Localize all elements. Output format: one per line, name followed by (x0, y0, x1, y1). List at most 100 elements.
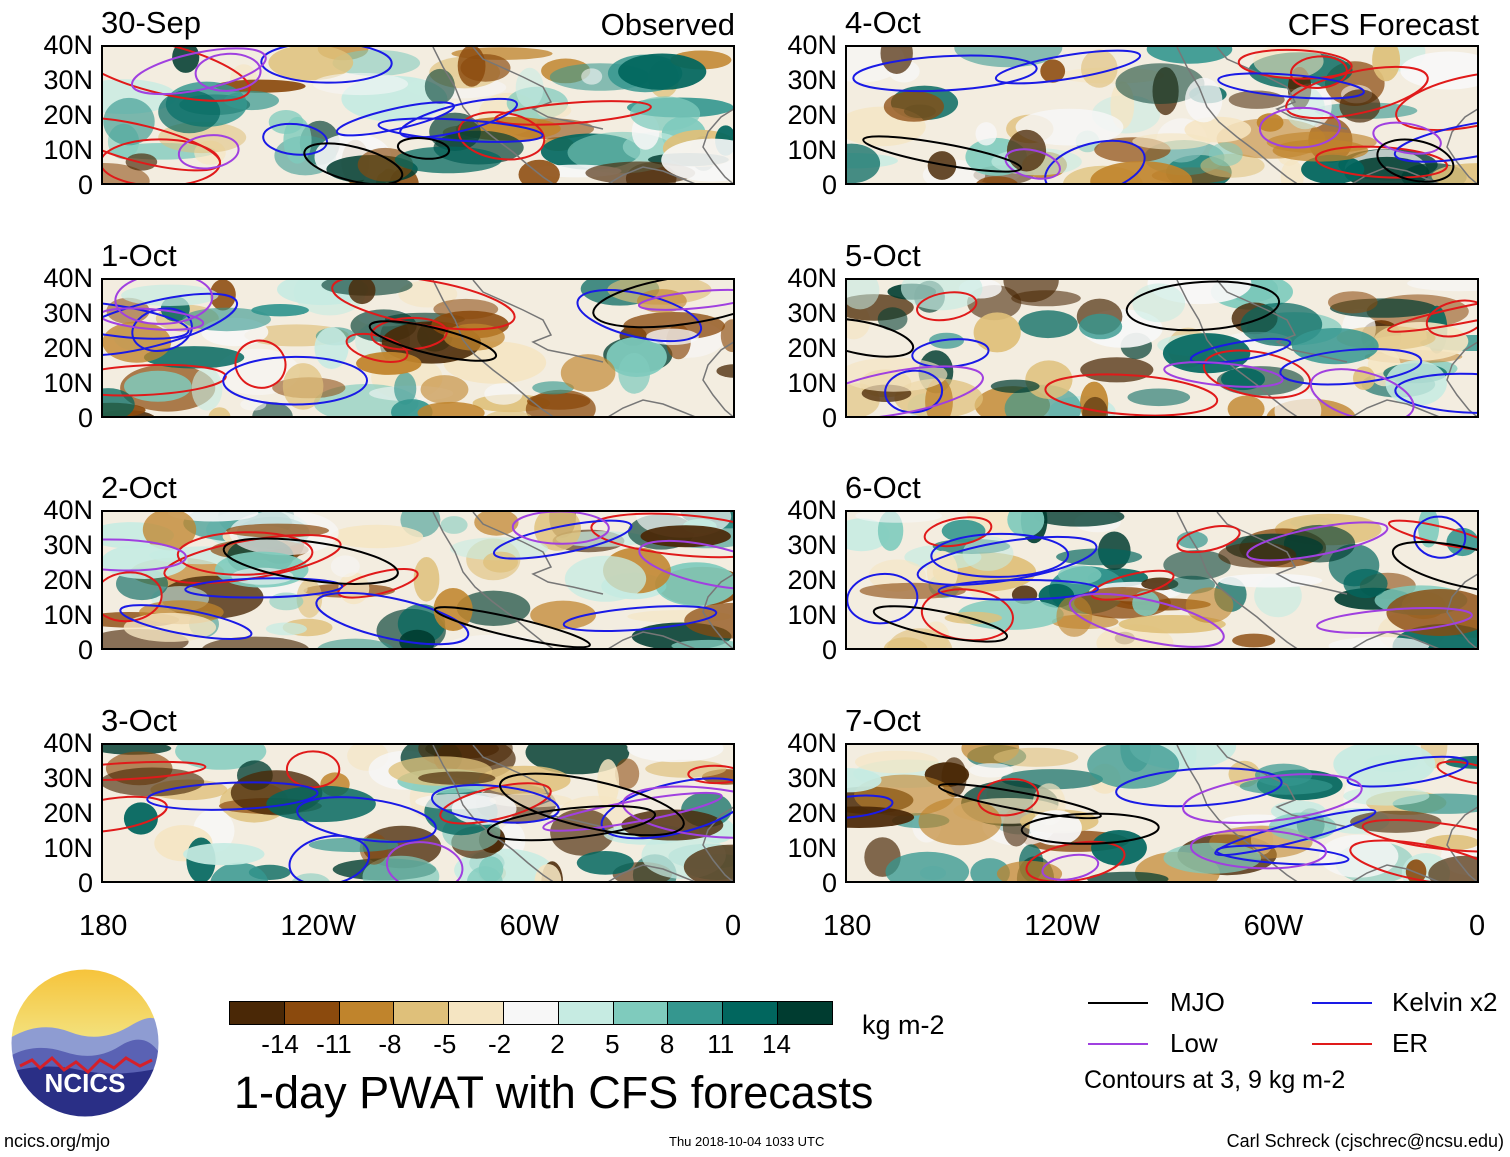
legend-label: Low (1170, 1028, 1218, 1058)
colorbar-tick-label: 5 (605, 1029, 620, 1059)
mjo-contour (303, 142, 404, 183)
lon-tick-label: 60W (499, 910, 560, 942)
coastline (702, 341, 733, 416)
coastline (1216, 745, 1348, 828)
lat-tick-label: 30N (787, 530, 837, 560)
lon-tick-label: 60W (1243, 910, 1304, 942)
kelvin-contour (1279, 347, 1423, 386)
colorbar-swatch (612, 1001, 669, 1025)
legend-label: Kelvin x2 (1392, 987, 1498, 1017)
kelvin-contour (884, 369, 944, 414)
low-contour (1372, 121, 1442, 155)
coastline (608, 631, 696, 648)
lat-tick-label: 40N (787, 728, 837, 758)
kelvin-contour (492, 519, 633, 560)
er-contour (176, 531, 314, 576)
coastline (1352, 166, 1440, 183)
kelvin-contour (103, 292, 239, 357)
coastline (1216, 280, 1348, 363)
ncics-logo: NCICS (10, 968, 160, 1118)
er-contour (1361, 818, 1477, 853)
panel-date-label: 5-Oct (845, 238, 921, 273)
coastline (608, 166, 696, 183)
er-contour (1237, 48, 1353, 80)
lat-tick-label: 20N (43, 798, 93, 828)
coastline (608, 399, 696, 416)
coastline (702, 806, 733, 881)
coastline (1446, 806, 1477, 881)
kelvin-contour (930, 532, 1070, 578)
kelvin-contour (937, 578, 1099, 601)
colorbar-tick-label: 2 (550, 1029, 565, 1059)
er-contour (1285, 65, 1429, 120)
lat-tick-label: 10N (43, 833, 93, 863)
coastline (432, 280, 554, 416)
lat-tick-label: 10N (787, 600, 837, 630)
footer-url[interactable]: ncics.org/mjo (4, 1131, 111, 1151)
footer-credit: Carl Schreck (cjschrec@ncsu.edu) (1226, 1131, 1504, 1151)
legend-label: ER (1392, 1028, 1429, 1058)
kelvin-contour (1214, 808, 1377, 857)
lon-tick-label: 0 (725, 910, 742, 942)
er-contour (1436, 760, 1477, 786)
mjo-contour (937, 783, 1102, 820)
legend-note: Contours at 3, 9 kg m-2 (1084, 1066, 1346, 1094)
colorbar-tick-label: -8 (378, 1029, 402, 1059)
kelvin-contour (260, 47, 393, 84)
colorbar-swatch (393, 1001, 450, 1025)
panel-source-label: Observed (600, 7, 735, 42)
coastline (1446, 341, 1477, 416)
lat-tick-label: 20N (43, 565, 93, 595)
lat-tick-label: 30N (43, 65, 93, 95)
lat-tick-label: 20N (787, 333, 837, 363)
lat-tick-label: 30N (787, 298, 837, 328)
lon-tick-label: 120W (1024, 910, 1101, 942)
kelvin-contour (1115, 767, 1283, 808)
lat-tick-label: 40N (43, 263, 93, 293)
low-contour (638, 539, 733, 591)
panel-date-label: 3-Oct (101, 703, 177, 738)
lat-tick-label: 10N (787, 833, 837, 863)
low-contour (1258, 106, 1341, 149)
lat-tick-label: 0 (821, 868, 837, 898)
er-contour (1176, 525, 1241, 554)
lat-tick-label: 20N (787, 565, 837, 595)
colorbar-swatch (667, 1001, 724, 1025)
figure-title: 1-day PWAT with CFS forecasts (234, 1067, 874, 1118)
panel-source-label: CFS Forecast (1287, 7, 1479, 42)
er-contour (687, 764, 733, 785)
low-contour (1004, 148, 1061, 180)
er-contour (103, 138, 222, 183)
colorbar-tick-label: -14 (261, 1029, 299, 1059)
er-contour (103, 363, 227, 397)
lat-tick-label: 30N (43, 763, 93, 793)
kelvin-contour (315, 591, 470, 646)
pwat-map-panel (845, 278, 1479, 418)
low-contour (114, 280, 214, 325)
lon-tick-label: 120W (280, 910, 357, 942)
lat-tick-label: 30N (787, 763, 837, 793)
kelvin-contour (399, 97, 519, 139)
panel-date-label: 1-Oct (101, 238, 177, 273)
pwat-map-panel (845, 510, 1479, 650)
coastline (1352, 399, 1440, 416)
colorbar-swatch (722, 1001, 778, 1025)
low-contour (103, 538, 187, 572)
low-contour (1189, 829, 1328, 870)
er-contour (590, 512, 733, 559)
kelvin-contour (377, 117, 544, 143)
lon-tick-label: 180 (79, 910, 128, 942)
legend-line-swatch (1088, 1002, 1148, 1004)
mjo-contour (592, 280, 733, 329)
logo-text: NCICS (45, 1068, 126, 1098)
low-contour (1068, 592, 1225, 648)
lat-tick-label: 40N (787, 30, 837, 60)
pwat-map-panel (101, 45, 735, 185)
er-contour (1387, 292, 1477, 333)
low-contour (194, 52, 262, 92)
er-contour (1044, 373, 1219, 416)
coastline (432, 47, 554, 183)
er-contour (916, 291, 978, 322)
panel-date-label: 4-Oct (845, 5, 921, 40)
kelvin-contour (1346, 755, 1469, 788)
